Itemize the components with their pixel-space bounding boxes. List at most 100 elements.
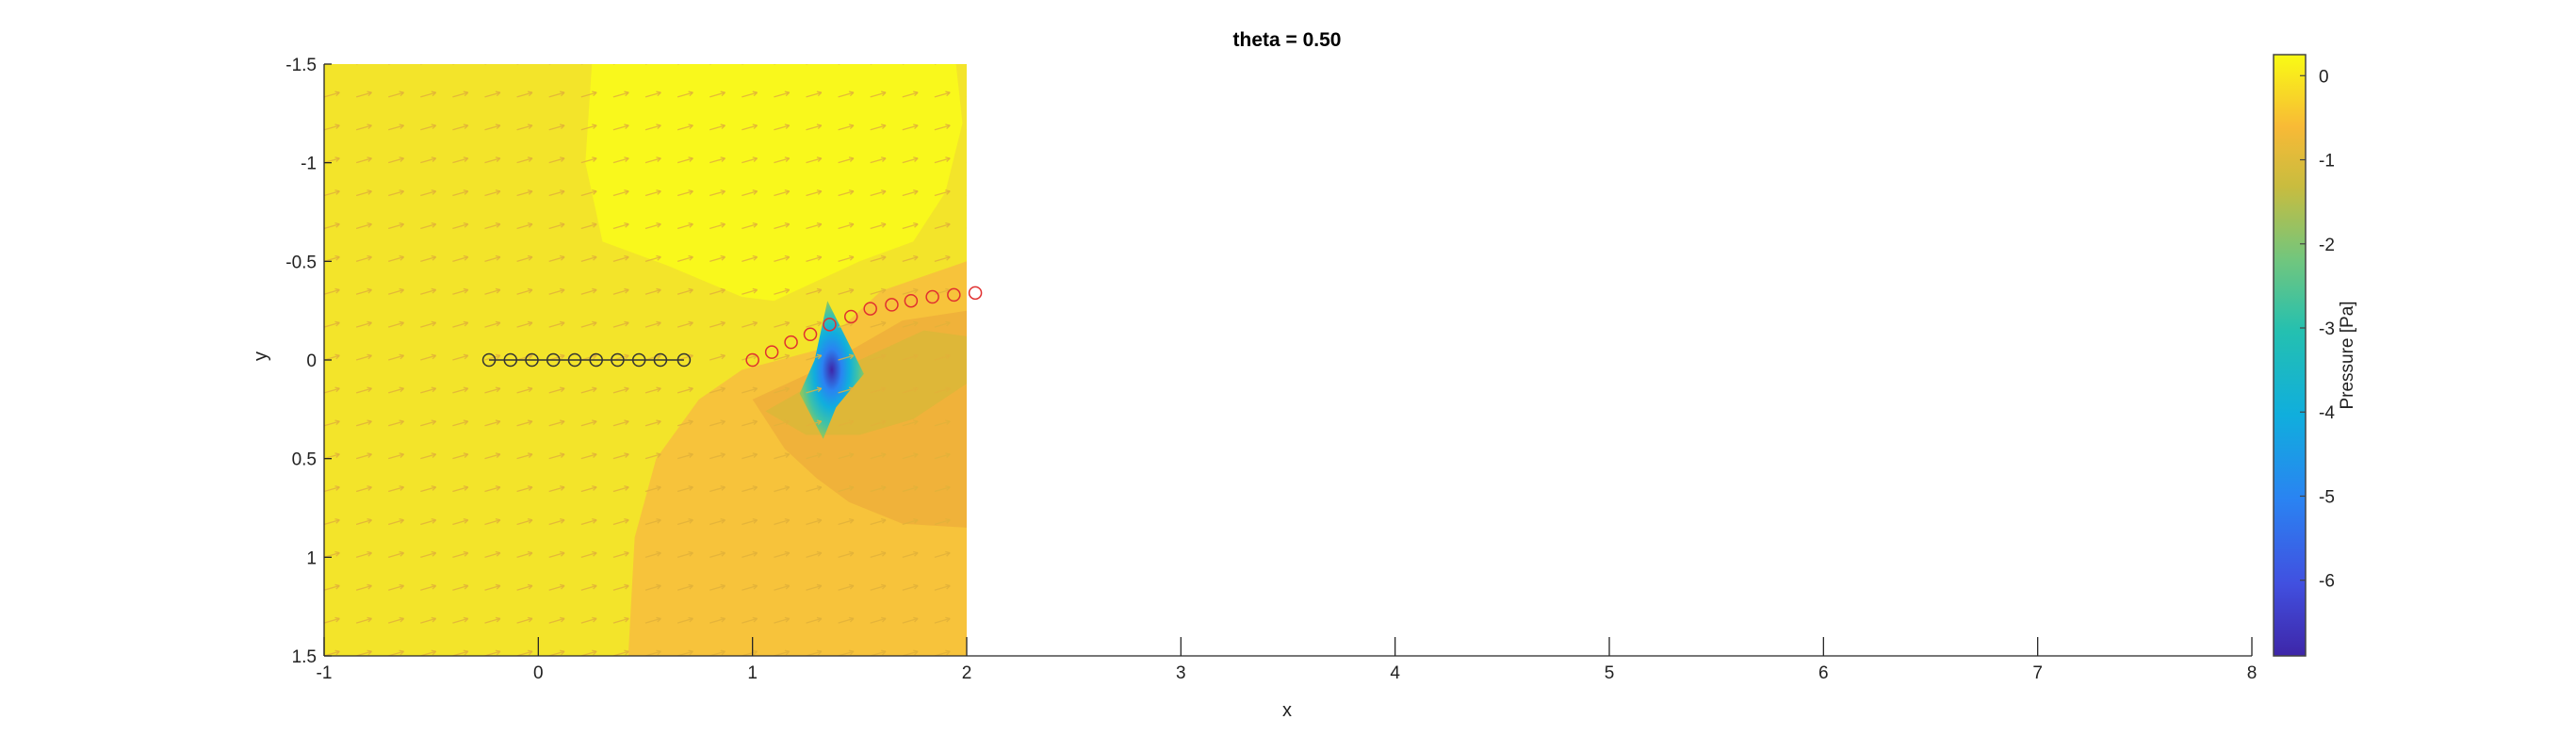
velocity-arrow xyxy=(934,256,951,262)
velocity-arrow xyxy=(934,124,951,131)
y-tick-label: 1.5 xyxy=(292,647,317,667)
velocity-arrow-head xyxy=(463,485,469,491)
velocity-arrow xyxy=(870,453,887,460)
velocity-arrow-head xyxy=(527,649,533,656)
velocity-arrow-head xyxy=(560,189,565,195)
velocity-arrow-head xyxy=(720,419,726,426)
velocity-arrow-head xyxy=(592,419,597,426)
velocity-arrow-head xyxy=(495,583,501,590)
velocity-arrow xyxy=(548,91,565,98)
velocity-arrow-head xyxy=(913,583,919,590)
velocity-arrow-head xyxy=(816,287,823,294)
red-marker xyxy=(843,309,858,324)
velocity-arrow-head xyxy=(592,452,597,458)
velocity-arrow-head xyxy=(816,518,823,524)
velocity-arrow-head xyxy=(495,518,501,524)
velocity-arrow-head xyxy=(784,386,791,393)
velocity-arrow xyxy=(838,552,855,558)
velocity-arrow-head xyxy=(431,254,437,261)
velocity-arrow-head xyxy=(367,583,372,590)
velocity-arrow xyxy=(580,190,597,197)
velocity-arrow xyxy=(452,387,468,394)
velocity-arrow xyxy=(612,223,629,230)
velocity-arrow xyxy=(420,124,436,131)
velocity-arrow-head xyxy=(334,320,340,327)
velocity-arrow xyxy=(806,354,823,361)
velocity-arrow-head xyxy=(785,58,790,63)
y-tick-label: -1.5 xyxy=(285,56,317,75)
velocity-arrow-head xyxy=(720,123,726,130)
velocity-arrow-head xyxy=(495,353,501,360)
velocity-arrow xyxy=(516,519,533,526)
velocity-arrow xyxy=(838,124,855,131)
velocity-arrow xyxy=(388,420,404,427)
velocity-arrow-head xyxy=(752,452,758,458)
black-marker xyxy=(611,352,625,368)
velocity-arrow-head xyxy=(784,123,791,130)
red-marker xyxy=(863,302,877,316)
velocity-arrow-head xyxy=(463,353,469,360)
velocity-arrow xyxy=(870,519,887,526)
velocity-arrow-head xyxy=(463,452,469,458)
velocity-arrow xyxy=(966,194,967,196)
velocity-arrow xyxy=(644,91,661,98)
velocity-arrow xyxy=(709,64,712,65)
x-tick-label: 2 xyxy=(962,663,972,683)
velocity-arrow xyxy=(806,124,823,131)
velocity-arrow xyxy=(902,256,919,262)
velocity-arrow xyxy=(742,288,758,295)
black-marker xyxy=(503,352,518,368)
velocity-arrow-head xyxy=(945,386,951,393)
velocity-arrow xyxy=(388,64,391,65)
velocity-arrow-head xyxy=(881,287,887,294)
colorbar-tick-label: -2 xyxy=(2319,236,2335,255)
velocity-arrow-head xyxy=(720,254,726,261)
velocity-arrow xyxy=(677,256,693,262)
velocity-arrow-head xyxy=(688,485,693,491)
velocity-arrow xyxy=(806,552,823,558)
velocity-arrow-head xyxy=(463,222,469,228)
y-tick-label: 0.5 xyxy=(292,450,317,470)
velocity-arrow-head xyxy=(463,518,469,524)
velocity-arrow xyxy=(612,190,629,197)
velocity-arrow-head xyxy=(560,287,565,294)
velocity-arrow-head xyxy=(624,583,629,590)
velocity-arrow-head xyxy=(624,649,629,656)
velocity-arrow-head xyxy=(367,518,372,524)
velocity-arrow xyxy=(934,552,951,558)
velocity-arrow-head xyxy=(624,287,629,294)
velocity-arrow-head xyxy=(560,419,565,426)
velocity-arrow xyxy=(388,617,404,624)
velocity-arrow xyxy=(452,288,468,295)
velocity-arrow xyxy=(612,124,629,131)
velocity-arrow xyxy=(774,91,790,98)
velocity-arrow-head xyxy=(624,386,629,393)
velocity-arrow-head xyxy=(527,320,533,327)
velocity-arrow-head xyxy=(399,189,404,195)
velocity-arrow-head xyxy=(986,188,990,192)
velocity-arrow xyxy=(677,64,680,65)
velocity-arrow xyxy=(548,650,565,656)
velocity-arrow xyxy=(548,519,565,526)
velocity-arrow-head xyxy=(817,58,822,63)
velocity-arrow-head xyxy=(881,419,887,426)
black-marker xyxy=(589,352,603,368)
velocity-arrow xyxy=(420,650,436,656)
velocity-arrow-head xyxy=(431,353,437,360)
velocity-arrow xyxy=(644,387,661,394)
velocity-arrow-head xyxy=(986,450,990,455)
velocity-arrow-head xyxy=(592,485,597,491)
velocity-arrow-head xyxy=(367,58,372,63)
velocity-arrow-head xyxy=(986,385,990,390)
velocity-arrow xyxy=(870,387,887,394)
velocity-arrow-head xyxy=(495,222,501,228)
velocity-arrow xyxy=(644,453,661,460)
velocity-arrow-head xyxy=(784,320,791,327)
velocity-arrow-head xyxy=(367,616,372,623)
velocity-arrow xyxy=(355,519,372,526)
velocity-arrow xyxy=(742,256,758,262)
velocity-arrow xyxy=(966,457,967,459)
velocity-arrow-head xyxy=(592,518,597,524)
velocity-arrow-head xyxy=(881,550,887,557)
velocity-arrow xyxy=(452,321,468,328)
